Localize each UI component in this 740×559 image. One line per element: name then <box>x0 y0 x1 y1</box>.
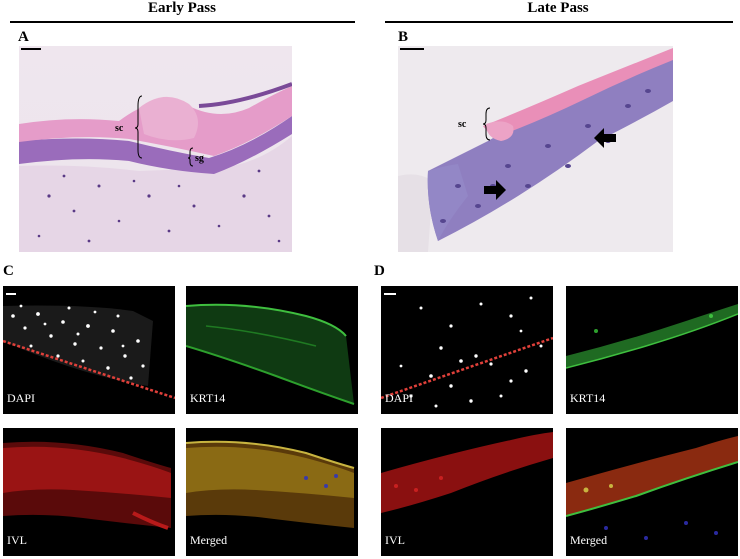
panel-d-dapi-drawing <box>381 296 553 408</box>
panel-d-krt14-image: KRT14 <box>566 286 738 414</box>
panel-a-sc-label: sc <box>115 123 124 134</box>
early-pass-title: Early Pass <box>148 0 216 16</box>
panel-b-sc-label: sc <box>458 119 467 130</box>
panel-b-tissue-drawing: sc <box>398 46 673 252</box>
panel-d-dotted-line <box>381 336 553 400</box>
panel-c-ivl-drawing <box>3 441 171 530</box>
panel-c-krt14-label: KRT14 <box>190 391 226 405</box>
panel-b-scale-bar <box>400 48 424 50</box>
early-pass-rule <box>10 21 355 23</box>
panel-d-merged-image: Merged <box>566 428 738 556</box>
panel-d-ivl-image: IVL <box>381 428 553 556</box>
panel-c-merged-label: Merged <box>190 533 228 547</box>
panel-label-b: B <box>398 29 409 45</box>
panel-d-scale-bar <box>384 293 396 295</box>
panel-c-merged-drawing <box>186 440 355 528</box>
panel-b-arrow-left-icon <box>594 128 616 148</box>
panel-b-arrow-right-icon <box>484 180 506 200</box>
panel-d-dapi-image: DAPI <box>381 286 553 414</box>
panel-c-scale-bar <box>6 293 16 295</box>
panel-a-sg-label: sg <box>195 153 204 164</box>
panel-label-d: D <box>374 263 385 279</box>
panel-a-scale-bar <box>21 48 41 50</box>
panel-d-merged-label: Merged <box>570 533 608 547</box>
panel-c-dapi-image: DAPI <box>3 286 175 414</box>
panel-d-krt14-drawing <box>566 304 738 369</box>
panel-d-krt14-label: KRT14 <box>570 391 606 405</box>
panel-c-dotted-line <box>3 339 175 400</box>
panel-c-ivl-image: IVL <box>3 428 175 556</box>
panel-d-ivl-label: IVL <box>385 533 405 547</box>
panel-label-c: C <box>3 263 14 279</box>
panel-label-a: A <box>18 29 29 45</box>
panel-c-ivl-label: IVL <box>7 533 27 547</box>
panel-a-he-image: sc sg <box>19 46 292 252</box>
panel-c-krt14-image: KRT14 <box>186 286 358 414</box>
panel-b-he-image: sc <box>398 46 673 252</box>
panel-d-dapi-label: DAPI <box>385 391 414 405</box>
panel-a-tissue-drawing: sc sg <box>19 46 292 252</box>
panel-d-ivl-drawing <box>381 432 553 513</box>
panel-d-merged-drawing <box>566 436 738 540</box>
late-pass-rule <box>385 21 733 23</box>
late-pass-title: Late Pass <box>527 0 589 16</box>
panel-c-dapi-label: DAPI <box>7 391 36 405</box>
panel-c-dapi-drawing <box>3 304 175 400</box>
panel-c-merged-image: Merged <box>186 428 358 556</box>
panel-c-krt14-drawing <box>186 303 355 405</box>
